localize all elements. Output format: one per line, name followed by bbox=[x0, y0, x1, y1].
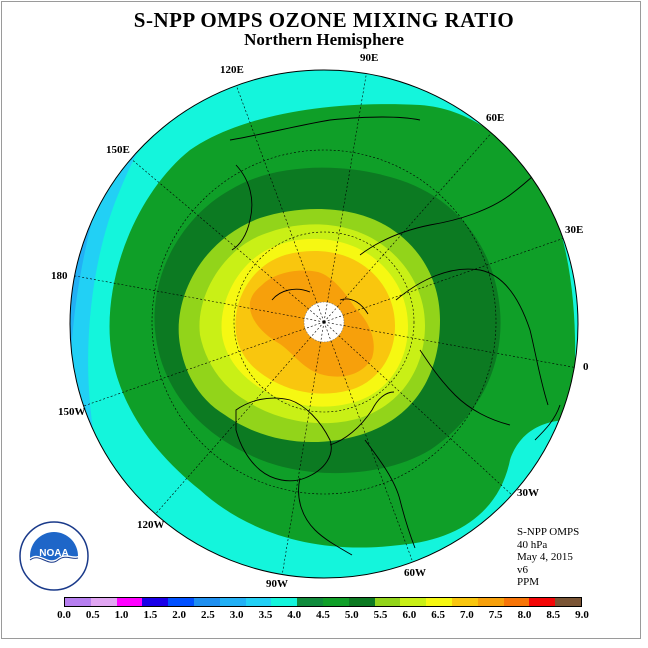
colorbar-swatch bbox=[271, 598, 298, 606]
colorbar-swatch bbox=[116, 598, 143, 606]
colorbar-swatch bbox=[555, 598, 581, 606]
plot-info: S-NPP OMPS 40 hPa May 4, 2015 v6 PPM bbox=[517, 526, 579, 589]
coastlines bbox=[229, 116, 561, 556]
lon-label-120e: 120E bbox=[220, 64, 244, 76]
lon-label-180: 180 bbox=[51, 270, 68, 282]
colorbar-tick-label: 6.0 bbox=[402, 609, 417, 621]
colorbar-tick-label: 6.5 bbox=[431, 609, 445, 621]
colorbar-tick-label: 8.5 bbox=[546, 609, 561, 621]
colorbar-tick-label: 3.5 bbox=[258, 609, 273, 621]
colorbar-tick-label: 9.0 bbox=[575, 609, 589, 621]
colorbar-swatch bbox=[142, 598, 169, 606]
lon-label-150w: 150W bbox=[58, 406, 86, 418]
colorbar-tick-label: 7.5 bbox=[488, 609, 503, 621]
instrument-name: S-NPP OMPS bbox=[517, 526, 580, 538]
lon-label-150e: 150E bbox=[106, 144, 130, 156]
lon-label-0: 0 bbox=[583, 361, 589, 373]
colorbar-tick-label: 4.5 bbox=[316, 609, 330, 621]
figure-frame bbox=[1, 1, 641, 639]
lon-label-30e: 30E bbox=[565, 224, 583, 236]
colorbar-swatch bbox=[348, 598, 375, 606]
map-subtitle: Northern Hemisphere bbox=[244, 30, 404, 49]
ozone-field bbox=[70, 70, 578, 578]
observation-date: May 4, 2015 bbox=[517, 551, 573, 563]
lon-label-90w: 90W bbox=[266, 578, 288, 590]
lon-label-60e: 60E bbox=[486, 112, 504, 124]
colorbar-tick-label: 1.0 bbox=[114, 609, 129, 621]
colorbar-swatch bbox=[503, 598, 530, 606]
noaa-logo: NOAA bbox=[14, 520, 94, 592]
colorbar-swatch bbox=[90, 598, 117, 606]
map-title: S-NPP OMPS OZONE MIXING RATIO bbox=[133, 8, 515, 32]
lon-label-120w: 120W bbox=[137, 519, 165, 531]
colorbar-tick-label: 0.0 bbox=[57, 609, 71, 621]
graticule bbox=[70, 70, 578, 577]
colorbar-swatch bbox=[168, 598, 194, 606]
colorbar-swatch bbox=[400, 598, 427, 606]
noaa-logo-text: NOAA bbox=[39, 548, 68, 559]
map-boundary bbox=[69, 69, 579, 579]
colorbar-tick-label: 5.5 bbox=[373, 609, 388, 621]
colorbar-tick-label: 2.5 bbox=[201, 609, 215, 621]
colorbar bbox=[64, 597, 582, 607]
lon-label-90e: 90E bbox=[360, 52, 378, 64]
colorbar-swatch bbox=[451, 598, 478, 606]
colorbar-tick-label: 5.0 bbox=[344, 609, 359, 621]
colorbar-swatch bbox=[529, 598, 556, 606]
units-label: PPM bbox=[517, 576, 540, 588]
colorbar-swatch bbox=[477, 598, 504, 606]
colorbar-tick-label: 2.0 bbox=[172, 609, 186, 621]
colorbar-swatch bbox=[297, 598, 323, 606]
colorbar-swatch bbox=[426, 598, 452, 606]
colorbar-tick-label: 1.5 bbox=[143, 609, 158, 621]
colorbar-tick-label: 0.5 bbox=[85, 609, 100, 621]
pressure-level: 40 hPa bbox=[517, 538, 548, 551]
longitude-labels: 90E 120E 60E 150E 30E 180 0 150W 30W 120… bbox=[51, 52, 589, 590]
colorbar-swatch bbox=[322, 598, 349, 606]
product-version: v6 bbox=[517, 563, 528, 576]
noaa-emblem: NOAA bbox=[19, 521, 89, 591]
colorbar-tick-label: 4.0 bbox=[287, 609, 302, 621]
colorbar-tick-label: 8.0 bbox=[517, 609, 532, 621]
colorbar-tick-label: 3.0 bbox=[229, 609, 244, 621]
colorbar-swatch bbox=[193, 598, 220, 606]
colorbar-swatch bbox=[374, 598, 401, 606]
colorbar-swatch bbox=[65, 598, 91, 606]
colorbar-swatch bbox=[245, 598, 272, 606]
colorbar-ticks: 0.0 0.5 1.0 1.5 2.0 2.5 3.0 3.5 4.0 4.5 5.0 5.5 6.0 6… bbox=[0, 609, 648, 623]
colorbar-swatch bbox=[219, 598, 246, 606]
lon-label-30w: 30W bbox=[517, 487, 539, 499]
lon-label-60w: 60W bbox=[404, 567, 426, 579]
colorbar-tick-label: 7.0 bbox=[460, 609, 474, 621]
